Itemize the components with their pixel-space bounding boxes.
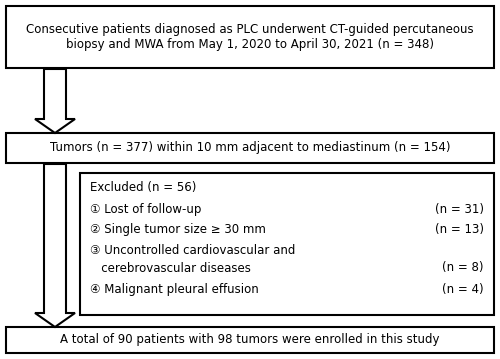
Text: ③ Uncontrolled cardiovascular and: ③ Uncontrolled cardiovascular and xyxy=(90,244,296,257)
Text: ① Lost of follow-up: ① Lost of follow-up xyxy=(90,202,202,215)
Text: Excluded (n = 56): Excluded (n = 56) xyxy=(90,181,196,194)
Text: (n = 31): (n = 31) xyxy=(435,202,484,215)
Text: Tumors (n = 377) within 10 mm adjacent to mediastinum (n = 154): Tumors (n = 377) within 10 mm adjacent t… xyxy=(50,141,450,154)
Text: Consecutive patients diagnosed as PLC underwent CT-guided percutaneous
biopsy an: Consecutive patients diagnosed as PLC un… xyxy=(26,23,474,51)
Bar xyxy=(6,6,494,68)
Bar xyxy=(6,133,494,163)
Bar xyxy=(6,327,494,353)
Polygon shape xyxy=(35,69,75,133)
Text: ④ Malignant pleural effusion: ④ Malignant pleural effusion xyxy=(90,284,259,297)
Text: (n = 4): (n = 4) xyxy=(442,284,484,297)
Bar xyxy=(80,173,494,315)
Polygon shape xyxy=(35,164,75,327)
Text: cerebrovascular diseases: cerebrovascular diseases xyxy=(90,261,251,275)
Text: ② Single tumor size ≥ 30 mm: ② Single tumor size ≥ 30 mm xyxy=(90,224,266,237)
Text: (n = 8): (n = 8) xyxy=(442,261,484,275)
Text: A total of 90 patients with 98 tumors were enrolled in this study: A total of 90 patients with 98 tumors we… xyxy=(60,334,440,346)
Text: (n = 13): (n = 13) xyxy=(435,224,484,237)
